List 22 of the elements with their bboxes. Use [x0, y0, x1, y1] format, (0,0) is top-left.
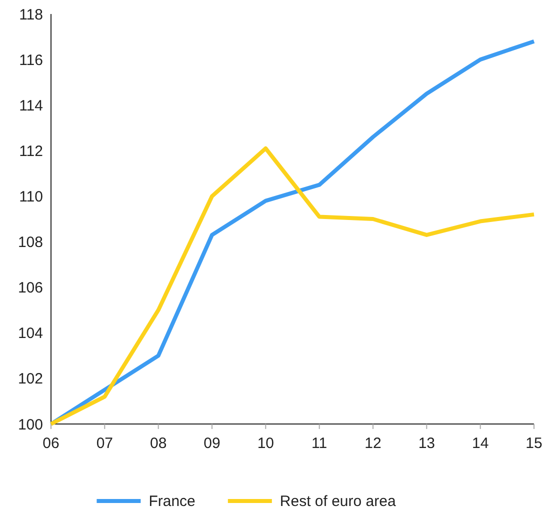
- y-tick-label: 104: [18, 325, 43, 342]
- y-tick-label: 108: [18, 234, 43, 252]
- y-tick-label: 110: [19, 188, 43, 206]
- y-tick-label: 116: [19, 52, 43, 69]
- y-tick-label: 112: [19, 142, 43, 160]
- x-tick-label: 08: [150, 435, 167, 452]
- x-tick-label: 10: [257, 435, 274, 452]
- x-tick-label: 15: [526, 435, 542, 452]
- x-tick-label: 12: [364, 435, 382, 452]
- x-tick-label: 09: [204, 435, 220, 452]
- x-tick-label: 11: [312, 435, 328, 452]
- y-tick-label: 102: [18, 370, 43, 388]
- x-tick-label: 14: [472, 435, 489, 452]
- y-tick-label: 106: [18, 280, 43, 297]
- x-tick-label: 06: [42, 435, 60, 452]
- x-tick-label: 07: [96, 435, 114, 452]
- legend-label: Rest of euro area: [280, 493, 396, 510]
- y-tick-label: 114: [19, 97, 43, 114]
- y-tick-label: 118: [19, 6, 43, 24]
- x-tick-label: 13: [418, 435, 436, 452]
- y-tick-label: 100: [18, 416, 43, 434]
- legend-label: France: [148, 493, 196, 510]
